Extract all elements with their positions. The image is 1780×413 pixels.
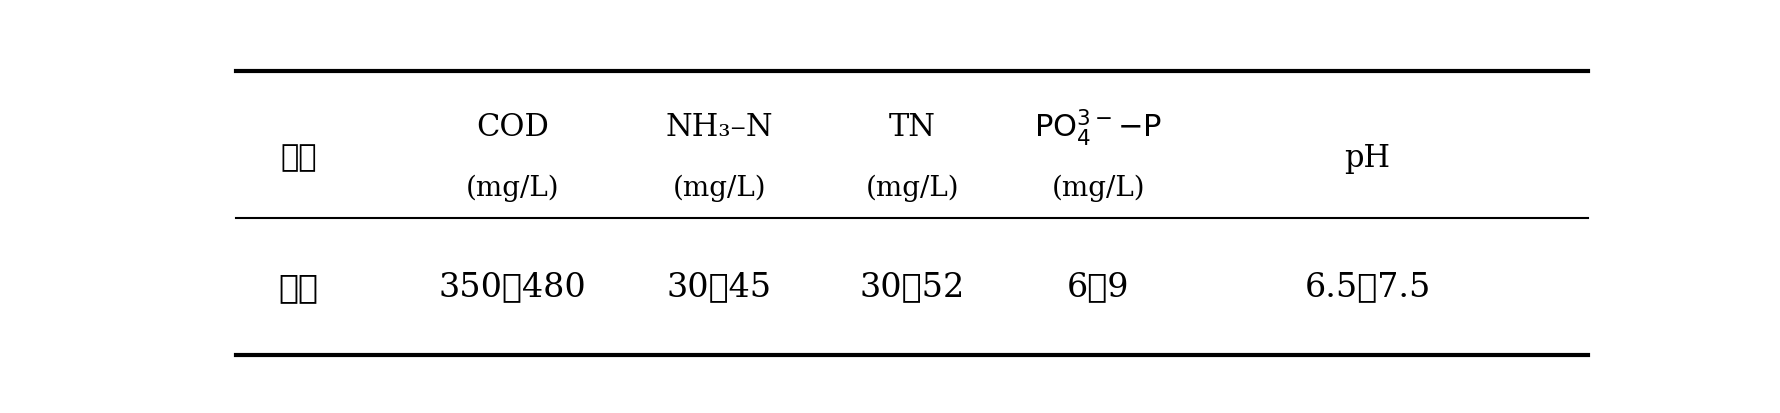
Text: pH: pH xyxy=(1344,142,1390,173)
Text: 6.5～7.5: 6.5～7.5 xyxy=(1305,271,1431,302)
Text: 350～480: 350～480 xyxy=(438,271,586,302)
Text: (mg/L): (mg/L) xyxy=(865,174,959,202)
Text: 项目: 项目 xyxy=(279,143,317,172)
Text: 6～9: 6～9 xyxy=(1068,271,1130,302)
Text: (mg/L): (mg/L) xyxy=(1052,174,1145,202)
Text: 范围: 范围 xyxy=(278,270,319,303)
Text: $\mathrm{PO_4^{3-}{-}P}$: $\mathrm{PO_4^{3-}{-}P}$ xyxy=(1034,107,1162,148)
Text: 30～45: 30～45 xyxy=(666,271,773,302)
Text: NH₃–N: NH₃–N xyxy=(666,112,773,143)
Text: COD: COD xyxy=(475,112,548,143)
Text: 30～52: 30～52 xyxy=(860,271,965,302)
Text: (mg/L): (mg/L) xyxy=(673,174,765,202)
Text: (mg/L): (mg/L) xyxy=(465,174,559,202)
Text: TN: TN xyxy=(888,112,936,143)
